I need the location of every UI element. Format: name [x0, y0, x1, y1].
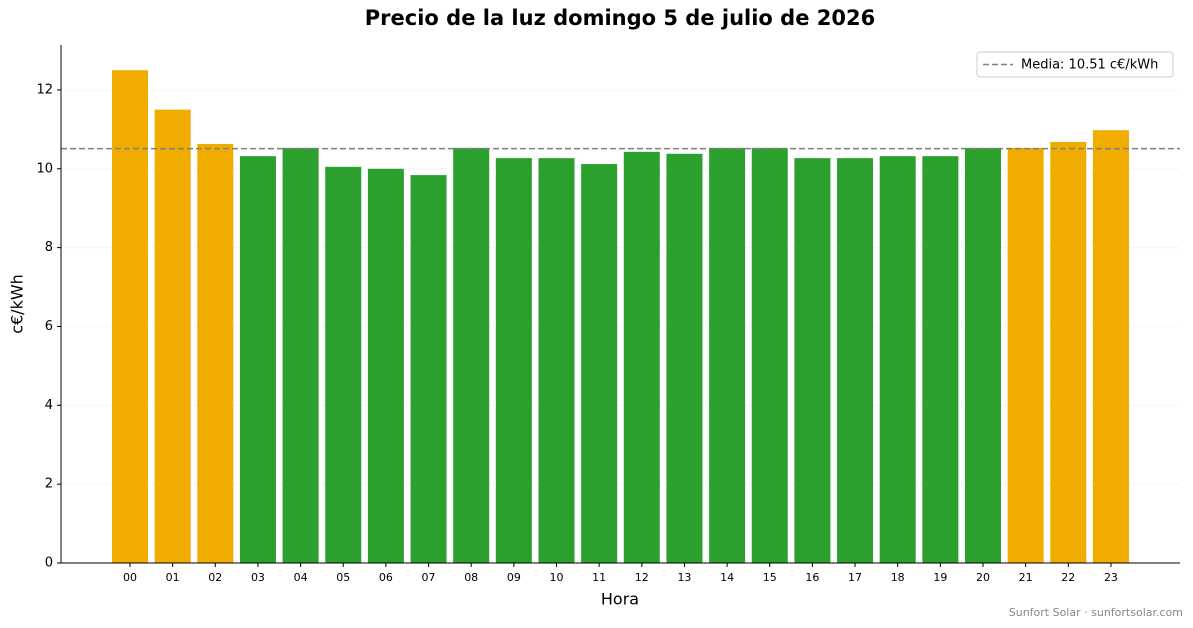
bar: [495, 158, 532, 564]
bar: [581, 164, 618, 563]
bar: [879, 156, 916, 563]
x-tick-label: 16: [805, 571, 819, 584]
bar: [410, 175, 447, 564]
x-tick-label: 10: [550, 571, 564, 584]
footer: Sunfort Solar · sunfortsolar.com: [1009, 606, 1183, 619]
bar: [239, 156, 276, 563]
x-tick-label: 01: [166, 571, 180, 584]
x-axis-label: Hora: [601, 590, 639, 609]
legend-label: Media: 10.51 c€/kWh: [1021, 58, 1158, 73]
bar: [1050, 141, 1087, 563]
x-tick-label: 08: [464, 571, 478, 584]
bar: [1092, 130, 1129, 563]
x-tick-label: 03: [251, 571, 265, 584]
bar: [112, 70, 148, 564]
x-tick-label: 12: [635, 571, 649, 584]
x-tick-label: 11: [592, 571, 606, 584]
y-axis-label: c€/kWh: [8, 274, 27, 334]
bar: [1007, 147, 1044, 563]
bar: [367, 168, 404, 563]
x-tick-label: 09: [507, 571, 521, 584]
x-tick-label: 04: [294, 571, 308, 584]
x-tick-label: 14: [720, 571, 734, 584]
bar: [666, 153, 703, 563]
x-tick-label: 22: [1061, 571, 1075, 584]
bar: [965, 147, 1001, 563]
x-tick-label: 17: [848, 571, 862, 584]
x-tick-label: 13: [677, 571, 691, 584]
bar: [709, 147, 746, 563]
y-tick-label: 6: [45, 319, 53, 334]
bar: [751, 147, 788, 563]
x-tick-label: 07: [422, 571, 436, 584]
bar: [794, 158, 831, 564]
y-tick-label: 10: [36, 161, 53, 176]
x-tick-label: 19: [933, 571, 947, 584]
legend-box: [976, 51, 1174, 78]
bar: [325, 166, 362, 563]
bar: [623, 151, 660, 563]
bar: [282, 147, 319, 563]
y-tick-label: 4: [45, 398, 53, 413]
y-tick-label: 12: [36, 82, 53, 97]
bar: [837, 158, 874, 564]
y-tick-label: 8: [45, 240, 53, 255]
x-tick-label: 18: [891, 571, 905, 584]
chart-title: Precio de la luz domingo 5 de julio de 2…: [365, 6, 875, 30]
bar: [197, 143, 234, 563]
x-tick-label: 21: [1019, 571, 1033, 584]
bar: [538, 158, 575, 564]
x-tick-label: 00: [123, 571, 137, 584]
x-tick-label: 15: [763, 571, 777, 584]
y-tick-label: 0: [45, 556, 53, 571]
bar: [154, 109, 191, 564]
bar: [922, 156, 959, 563]
x-tick-label: 02: [208, 571, 222, 584]
x-tick-label: 06: [379, 571, 393, 584]
bar: [453, 147, 490, 563]
y-tick-label: 2: [45, 477, 53, 492]
x-tick-label: 05: [336, 571, 350, 584]
x-tick-label: 20: [976, 571, 990, 584]
x-tick-label: 23: [1104, 571, 1118, 584]
